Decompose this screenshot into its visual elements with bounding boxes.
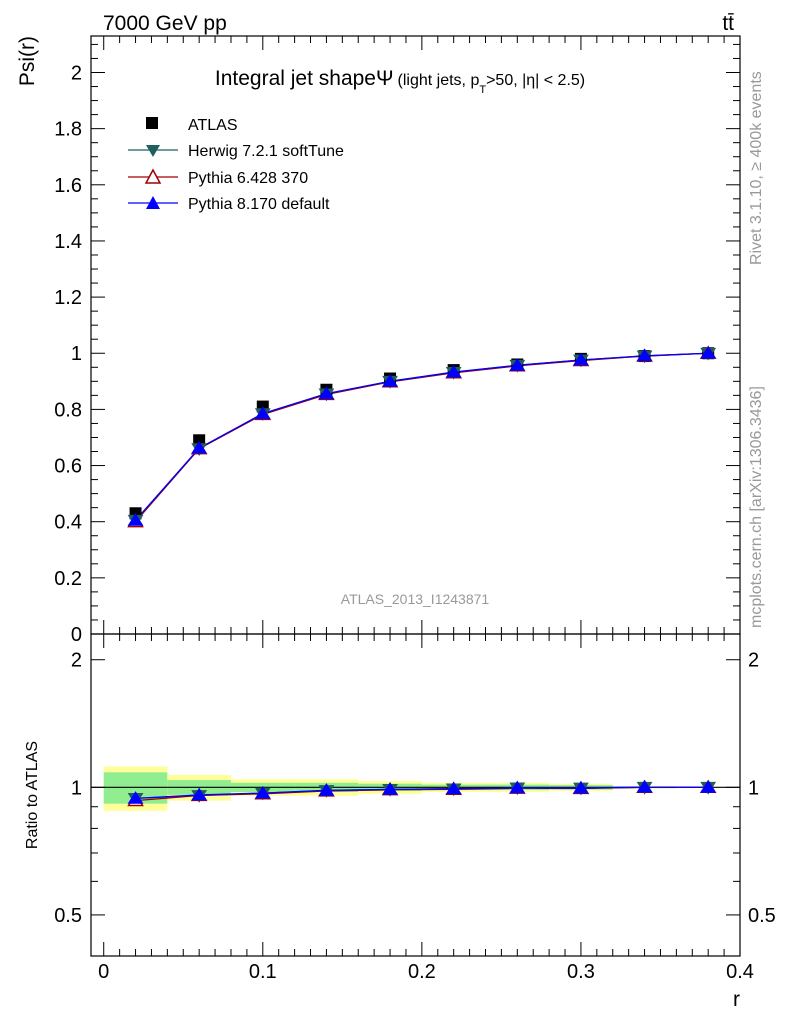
series-marker-2 — [445, 364, 462, 378]
y-axis-label: Psi(r) — [16, 36, 39, 86]
ratio-tick-label: 0.5 — [54, 905, 82, 927]
y-tick-label: 1 — [71, 343, 82, 365]
series-line-1 — [135, 352, 709, 523]
x-tick-label: 0 — [98, 961, 109, 983]
series-layer — [91, 345, 740, 807]
ratio-tick-label: 2 — [71, 650, 82, 672]
y-tick-label: 1.6 — [54, 175, 82, 197]
legend-label-atlas: ATLAS — [188, 117, 238, 134]
rivet-info: Rivet 3.1.10, ≥ 400k events — [748, 71, 765, 265]
y-tick-label: 1.8 — [54, 119, 82, 141]
ratio-marker-2 — [700, 780, 717, 793]
ratio-tick-label-right: 2 — [748, 650, 759, 672]
ratio-marker-2 — [382, 782, 398, 795]
header-left: 7000 GeV pp — [103, 12, 227, 35]
legend-marker-pythia6 — [144, 168, 162, 184]
y-tick-label: 0.6 — [54, 456, 82, 478]
ratio-marker-2 — [445, 781, 462, 795]
series-marker-2 — [700, 346, 717, 359]
title-main: Integral jet shapeΨ — [215, 67, 394, 90]
series-marker-2 — [127, 513, 144, 526]
series-marker-2 — [254, 406, 271, 420]
axes: 0 0.1 0.2 0.3 0.4 0 0.2 0.4 0.6 0.8 1 1.2 1.4 1.6 1.8 2… — [54, 35, 776, 983]
y-tick-label: 1.4 — [54, 231, 82, 253]
series-marker-2 — [382, 374, 398, 387]
series-marker-2 — [509, 358, 526, 371]
ratio-marker-2 — [191, 787, 208, 801]
series-marker-2 — [573, 352, 589, 366]
series-marker-2 — [636, 348, 653, 362]
x-tick-label: 0.3 — [567, 961, 595, 983]
legend-label-pythia8: Pythia 8.170 default — [188, 196, 330, 213]
series-line-2 — [135, 352, 709, 521]
series-marker-2 — [191, 440, 208, 454]
y-tick-label: 2 — [71, 62, 82, 84]
ratio-line-2 — [135, 786, 709, 800]
mcplots-info: mcplots.cern.ch [arXiv:1306.3436] — [748, 386, 765, 628]
ratio-axis-label: Ratio to ATLAS — [24, 741, 41, 849]
ratio-marker-2 — [127, 791, 144, 804]
ratio-marker-2 — [573, 780, 589, 794]
x-tick-label: 0.1 — [249, 961, 277, 983]
x-tick-label: 0.4 — [726, 961, 754, 983]
y-tick-label: 0.2 — [54, 568, 82, 590]
x-axis-label: r — [733, 988, 740, 1011]
ratio-tick-label: 1 — [71, 777, 82, 799]
header-right: tt̄ — [722, 12, 734, 35]
title-sub-sub: T — [479, 84, 486, 96]
title-sub-pre: (light jets, p — [398, 72, 480, 89]
ratio-marker-2 — [318, 783, 335, 796]
ratio-marker-2 — [636, 779, 653, 793]
y-tick-label: 0.8 — [54, 399, 82, 421]
legend: ATLAS Herwig 7.2.1 softTune Pythia 6.428… — [128, 117, 344, 213]
x-tick-label: 0.2 — [408, 961, 436, 983]
chart-title: Integral jet shapeΨ (light jets, pT>50, |… — [215, 67, 585, 96]
y-tick-label: 0.4 — [54, 512, 82, 534]
ratio-tick-label-right: 1 — [748, 777, 759, 799]
legend-marker-herwig — [146, 145, 160, 157]
analysis-watermark: ATLAS_2013_I1243871 — [341, 591, 490, 607]
legend-label-pythia6: Pythia 6.428 370 — [188, 170, 308, 187]
series-marker-2 — [318, 386, 335, 400]
legend-label-herwig: Herwig 7.2.1 softTune — [188, 143, 344, 160]
ratio-marker-2 — [509, 780, 526, 794]
legend-marker-atlas — [146, 117, 158, 129]
y-tick-label: 0 — [71, 624, 82, 646]
ratio-tick-label-right: 0.5 — [748, 905, 776, 927]
title-sub-post: >50, |η| < 2.5) — [486, 72, 585, 89]
ratio-marker-2 — [254, 785, 271, 799]
ratio-frame — [90, 633, 741, 957]
legend-marker-pythia8 — [146, 196, 160, 209]
data-point — [193, 434, 206, 447]
y-tick-label: 1.2 — [54, 287, 82, 309]
